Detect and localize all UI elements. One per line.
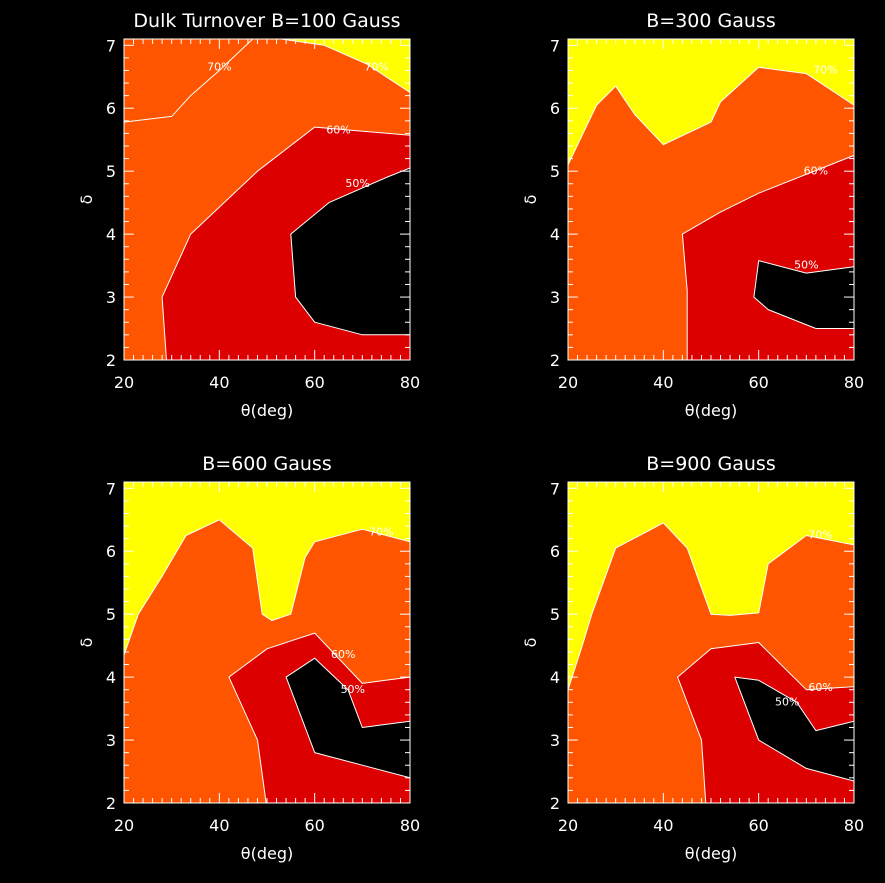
region-below-50	[285, 657, 410, 779]
y-tick-label: 5	[550, 605, 560, 624]
panel-4: 70% 60% 50% 20 40 60 80 2 3 4 5 6 7 B=900 Gauss θ(deg)…	[521, 453, 864, 863]
y-axis-label: δ	[77, 195, 96, 205]
region-below-50	[734, 676, 854, 782]
y-tick-label: 5	[550, 162, 560, 181]
contour-label: 50%	[341, 683, 365, 696]
x-tick-label: 20	[114, 373, 134, 392]
y-tick-label: 4	[106, 668, 116, 687]
panel-2: 70% 60% 50% 20 40 60 80 2 3 4 5 6 7 B=300 Gauss θ(deg)…	[521, 10, 864, 420]
plot-area: 70% 70% 60% 50%	[124, 39, 410, 360]
y-axis-label: δ	[77, 638, 96, 648]
plot-area: 70% 60% 50%	[568, 39, 854, 360]
contour-label: 60%	[804, 164, 828, 177]
contour-label: 50%	[794, 259, 818, 272]
panel-title: B=600 Gauss	[202, 453, 331, 475]
x-tick-label: 40	[653, 373, 673, 392]
contour-label: 70%	[364, 60, 388, 73]
x-tick-label: 20	[558, 373, 578, 392]
panel-title: Dulk Turnover B=100 Gauss	[133, 10, 400, 32]
panel-title: B=900 Gauss	[646, 453, 775, 475]
x-tick-label: 40	[209, 373, 229, 392]
y-axis-label: δ	[521, 638, 540, 648]
region-above-70	[124, 482, 410, 656]
contour-label: 70%	[369, 526, 393, 539]
contour-label: 60%	[326, 123, 350, 136]
x-tick-label: 20	[114, 816, 134, 835]
x-tick-label: 80	[844, 816, 864, 835]
y-tick-label: 2	[550, 794, 560, 813]
y-tick-label: 3	[550, 288, 560, 307]
x-tick-label: 60	[748, 816, 768, 835]
y-tick-label: 6	[550, 542, 560, 561]
y-tick-label: 2	[550, 351, 560, 370]
panel-3: 70% 60% 50% 20 40 60 80 2 3 4 5 6 7 B=600 Gauss θ(deg)…	[77, 453, 420, 863]
y-tick-label: 7	[106, 479, 116, 498]
y-tick-label: 2	[106, 351, 116, 370]
x-tick-label: 40	[653, 816, 673, 835]
x-tick-label: 80	[844, 373, 864, 392]
x-tick-label: 20	[558, 816, 578, 835]
y-tick-label: 6	[106, 542, 116, 561]
x-tick-label: 60	[304, 373, 324, 392]
region-below-50	[290, 167, 410, 360]
x-tick-label: 40	[209, 816, 229, 835]
x-axis-label: θ(deg)	[685, 401, 737, 420]
contour-label: 60%	[331, 648, 355, 661]
y-tick-label: 6	[106, 99, 116, 118]
y-tick-label: 7	[106, 36, 116, 55]
x-axis-label: θ(deg)	[685, 844, 737, 863]
region-above-70	[568, 482, 854, 691]
y-tick-label: 3	[106, 731, 116, 750]
plot-area: 70% 60% 50%	[124, 482, 410, 803]
region-below-50	[753, 260, 854, 329]
y-tick-label: 5	[106, 605, 116, 624]
y-tick-label: 7	[550, 479, 560, 498]
y-tick-label: 3	[106, 288, 116, 307]
y-tick-label: 4	[106, 225, 116, 244]
y-tick-label: 3	[550, 731, 560, 750]
plot-area: 70% 60% 50%	[568, 482, 854, 803]
y-tick-label: 5	[106, 162, 116, 181]
contour-label: 70%	[808, 529, 832, 542]
x-tick-label: 80	[400, 816, 420, 835]
region-above-70	[124, 39, 410, 123]
contour-label: 60%	[808, 681, 832, 694]
contour-label: 70%	[813, 64, 837, 77]
panel-title: B=300 Gauss	[646, 10, 775, 32]
contour-label: 50%	[775, 695, 799, 708]
y-axis-label: δ	[521, 195, 540, 205]
contour-label: 70%	[207, 60, 231, 73]
y-tick-label: 4	[550, 668, 560, 687]
panel-1: 70% 70% 60% 50% 20 40 60 80 2 3 4 5 6 7 Dulk Turnover …	[77, 10, 420, 420]
x-axis-label: θ(deg)	[241, 844, 293, 863]
x-tick-label: 60	[304, 816, 324, 835]
contour-label: 50%	[345, 177, 369, 190]
y-tick-label: 2	[106, 794, 116, 813]
x-tick-label: 80	[400, 373, 420, 392]
x-tick-label: 60	[748, 373, 768, 392]
x-axis-label: θ(deg)	[241, 401, 293, 420]
y-tick-label: 4	[550, 225, 560, 244]
y-tick-label: 7	[550, 36, 560, 55]
y-tick-label: 6	[550, 99, 560, 118]
region-above-70	[568, 39, 854, 166]
